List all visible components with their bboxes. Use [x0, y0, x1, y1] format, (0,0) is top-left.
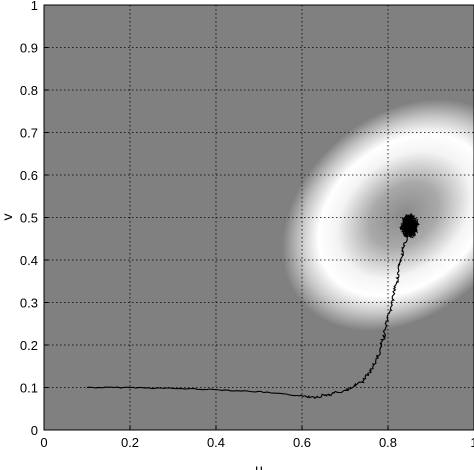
y-tick-label: 0.2	[20, 338, 38, 353]
x-tick-label: 0	[40, 435, 47, 450]
y-axis-label: v	[0, 214, 15, 221]
y-tick-label: 0.6	[20, 168, 38, 183]
x-axis-label: u	[255, 461, 263, 470]
y-tick-label: 0.4	[20, 253, 38, 268]
y-tick-label: 0.5	[20, 211, 38, 226]
y-tick-label: 0.3	[20, 296, 38, 311]
y-tick-label: 0.7	[20, 126, 38, 141]
x-tick-label: 0.2	[121, 435, 139, 450]
grid	[44, 5, 474, 430]
y-tick-label: 0.1	[20, 381, 38, 396]
x-tick-label: 1	[470, 435, 474, 450]
x-tick-label: 0.4	[207, 435, 225, 450]
y-tick-label: 0.8	[20, 83, 38, 98]
x-tick-label: 0.6	[293, 435, 311, 450]
y-tick-label: 1	[31, 0, 38, 13]
x-axis-ticks: 0 0.2 0.4 0.6 0.8 1	[40, 426, 474, 450]
trajectory-cluster	[398, 213, 420, 240]
y-axis-ticks: 0 0.1 0.2 0.3 0.4 0.5 0.6 0.7 0.8 0.9 1	[20, 0, 48, 438]
density-ring	[282, 99, 474, 331]
cluster-path	[398, 213, 420, 240]
y-tick-label: 0	[31, 423, 38, 438]
plot-area	[44, 5, 474, 430]
x-tick-label: 0.8	[379, 435, 397, 450]
y-tick-label: 0.9	[20, 41, 38, 56]
trajectory-line	[86, 225, 411, 400]
